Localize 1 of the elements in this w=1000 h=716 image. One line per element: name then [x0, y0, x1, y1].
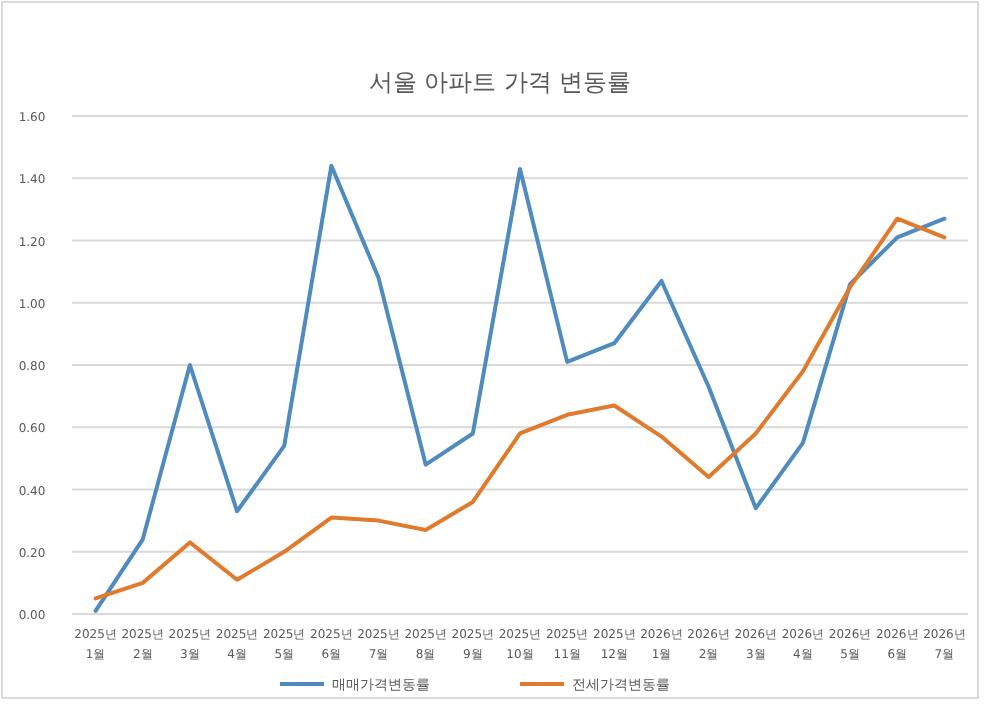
chart-title: 서울 아파트 가격 변동률	[368, 68, 632, 96]
